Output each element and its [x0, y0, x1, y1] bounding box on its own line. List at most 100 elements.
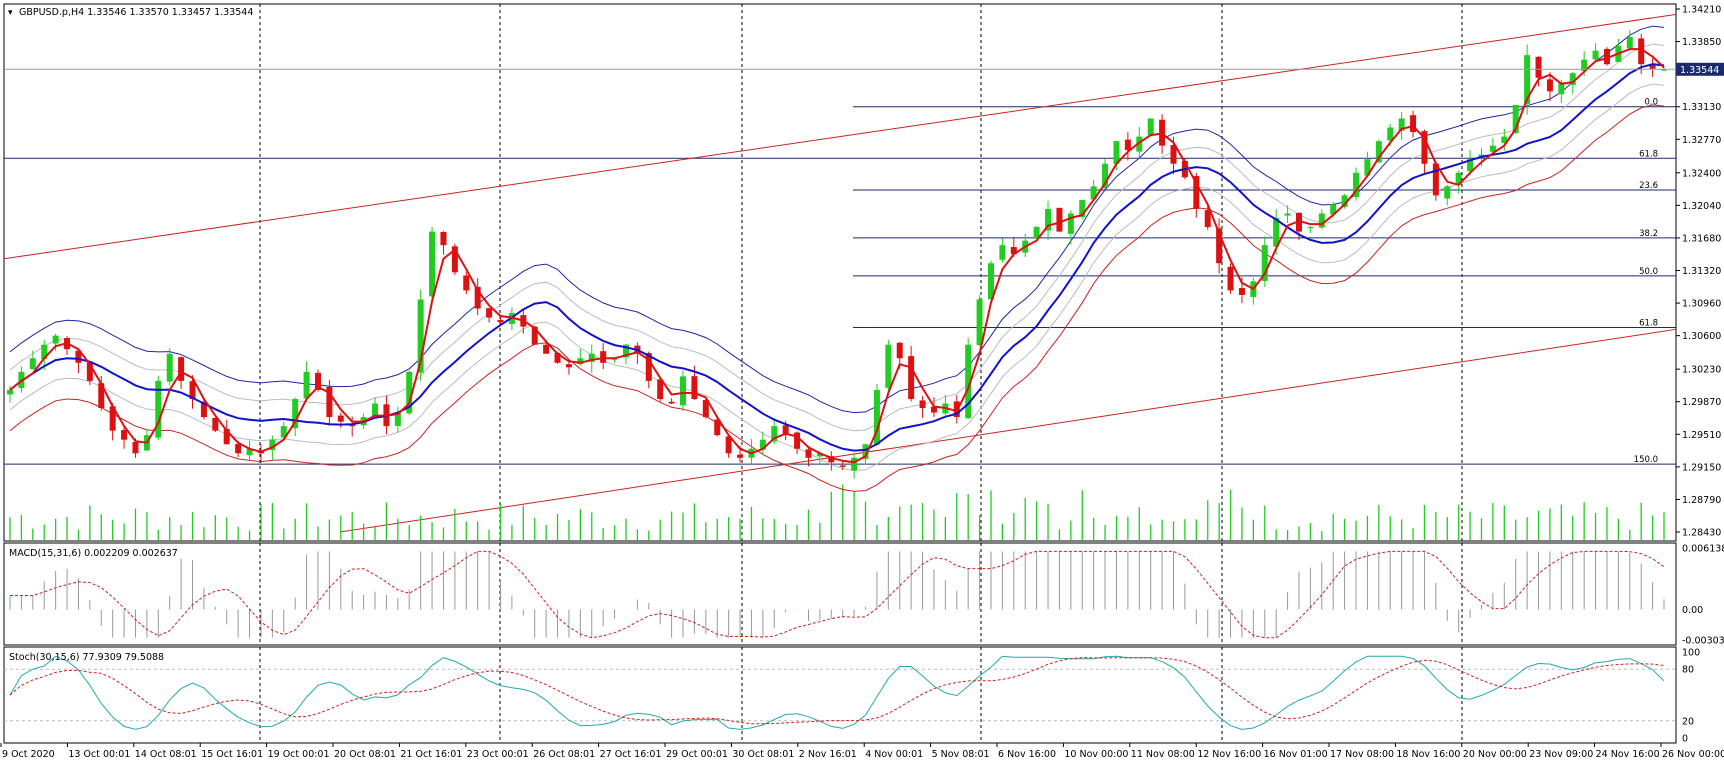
- price-label: 1.30600: [1682, 331, 1721, 342]
- channel-lower-line: [339, 328, 1677, 533]
- candle-body: [1273, 218, 1280, 247]
- date-label: 15 Oct 16:01: [201, 749, 263, 760]
- candle-body: [1501, 136, 1508, 143]
- date-label: 13 Oct 00:01: [68, 749, 130, 760]
- candle-body: [1546, 79, 1553, 92]
- date-label: 30 Oct 08:01: [732, 749, 794, 760]
- candle-body: [451, 246, 458, 273]
- candle-body: [1512, 104, 1519, 134]
- candle-body: [680, 376, 687, 406]
- candle-body: [1535, 56, 1542, 78]
- candle-body: [1307, 227, 1314, 229]
- symbol-header: GBPUSD.p,H4 1.33546 1.33570 1.33457 1.33…: [19, 7, 253, 18]
- price-axis: 1.34210 1.33850 1.33130 1.32770 1.32400 1.320…: [1676, 5, 1721, 539]
- candle-body: [121, 429, 128, 440]
- candle-body: [52, 335, 59, 344]
- candle-body: [417, 299, 424, 373]
- date-label: 12 Nov 16:00: [1197, 749, 1261, 760]
- candle-body: [1581, 59, 1588, 72]
- macd-signal-line: [10, 550, 1665, 639]
- candle-body: [337, 415, 344, 422]
- candle-body: [1238, 288, 1245, 295]
- candle-body: [1079, 199, 1086, 218]
- macd-label: MACD(15,31,6) 0.002209 0.002637: [9, 548, 178, 559]
- candle-body: [314, 372, 321, 390]
- main-panel-frame: [3, 3, 1677, 542]
- candle-body: [372, 403, 379, 417]
- price-label: 1.30230: [1682, 365, 1721, 376]
- stoch-label: Stoch(30,15,6) 77.9309 79.5088: [9, 652, 164, 663]
- candle-body: [919, 400, 926, 409]
- candle-body: [1261, 245, 1268, 281]
- candle-body: [1626, 37, 1633, 49]
- candle-body: [1569, 73, 1576, 85]
- candle-body: [1204, 210, 1211, 228]
- price-label: 1.28790: [1682, 495, 1721, 506]
- candle-body: [1410, 115, 1417, 133]
- candle-body: [668, 401, 675, 404]
- candle-body: [862, 444, 869, 460]
- candle-body: [1170, 145, 1177, 164]
- candle-body: [828, 456, 835, 463]
- candle-body: [1147, 118, 1154, 136]
- candle-body: [1193, 176, 1200, 209]
- candle-body: [1124, 139, 1131, 151]
- candle-body: [86, 362, 93, 381]
- price-label: 1.32400: [1682, 168, 1721, 179]
- candle-body: [737, 454, 744, 458]
- candle-body: [1524, 55, 1531, 104]
- macd-panel-frame: [3, 542, 1677, 646]
- candle-body: [1444, 186, 1451, 199]
- candle-body: [406, 371, 413, 414]
- current-price-tag: [1676, 62, 1724, 76]
- candle-body: [1592, 50, 1599, 60]
- price-label: 1.29150: [1682, 462, 1721, 473]
- candle-body: [212, 417, 219, 431]
- fib-level-label: 23.6: [1639, 181, 1658, 191]
- candle-body: [223, 429, 230, 445]
- candle-body: [303, 371, 310, 399]
- candle-body: [1455, 172, 1462, 186]
- candle-body: [851, 457, 858, 471]
- candle-body: [1318, 213, 1325, 228]
- upper-band-line: [9, 25, 1665, 414]
- candle-body: [98, 383, 105, 409]
- stoch-axis-label: 80: [1682, 665, 1694, 676]
- price-label: 1.30960: [1682, 299, 1721, 310]
- date-label: 10 Nov 00:00: [1064, 749, 1128, 760]
- volume-bars: [9, 484, 1665, 540]
- date-label: 4 Nov 00:01: [865, 749, 923, 760]
- candle-body: [75, 350, 82, 363]
- candle-body: [155, 380, 162, 438]
- slow-moving-average: [9, 63, 1665, 452]
- candle-body: [440, 232, 447, 246]
- price-label: 1.32040: [1682, 201, 1721, 212]
- candle-body: [1649, 63, 1656, 69]
- price-label: 1.28430: [1682, 528, 1721, 539]
- candle-body: [1638, 38, 1645, 65]
- candle-body: [622, 344, 629, 358]
- chart-menu-icon[interactable]: ▾: [8, 8, 13, 18]
- candle-body: [645, 353, 652, 381]
- candle-body: [166, 353, 173, 382]
- fib-level-label: 38.2: [1639, 229, 1658, 239]
- candle-body: [429, 231, 436, 297]
- envelope-bands: [9, 25, 1665, 492]
- candle-body: [805, 449, 812, 458]
- candle-body: [1284, 213, 1291, 216]
- candle-body: [554, 352, 561, 363]
- candle-body: [1364, 159, 1371, 176]
- candle-body: [782, 425, 789, 436]
- candle-body: [577, 358, 584, 364]
- candle-body: [189, 381, 196, 399]
- candle-body: [885, 344, 892, 388]
- candle-body: [178, 357, 185, 381]
- candle-body: [1353, 172, 1360, 198]
- candle-body: [349, 424, 356, 427]
- candle-body: [1295, 212, 1302, 232]
- candle-body: [1330, 204, 1337, 215]
- candle-body: [497, 320, 504, 323]
- fib-level-label: 0.0: [1644, 98, 1658, 108]
- candle-body: [1421, 131, 1428, 164]
